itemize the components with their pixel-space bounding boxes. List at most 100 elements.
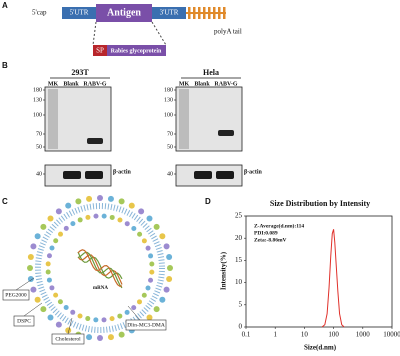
lipid-head [153,223,160,230]
lipid-head [148,277,154,283]
lipid-head [145,245,151,251]
marker-label: 50 [167,144,173,150]
lnp-diagram [27,195,173,341]
lane-label: MK [48,81,59,87]
lipid-head [77,217,83,223]
lane-label: Blank [63,81,79,87]
band [218,130,234,136]
lipid-head [57,299,63,305]
pointer [127,305,141,321]
lipid-head [30,243,37,250]
antigen-box [96,4,152,22]
mrna-strand [77,251,123,289]
band [85,171,103,179]
lipid-head [166,254,173,261]
lipid-head [117,313,123,319]
lipid-head [118,198,125,205]
dash [92,21,97,46]
x-tick-label: 1000 [356,331,371,339]
lipid-head [141,238,147,244]
loading-label: β-actin [244,169,262,175]
x-tick-label: 10000 [383,331,400,339]
lane-label: MK [179,81,190,87]
x-tick-label: 1 [273,331,277,339]
cap-label: 5'cap [32,9,47,17]
polya-stripe [193,7,196,19]
lipid-head [146,314,153,321]
lipid-head [149,269,155,275]
lipid-head [97,335,103,341]
lipid-head [107,195,114,202]
lipid-head [93,213,99,219]
lipid-head [46,277,52,283]
lipid-head [65,202,72,209]
panel-label: B [2,61,8,70]
lipid-head [85,316,91,322]
lipid-head [149,261,155,267]
lipid-head [166,275,173,282]
lipid-head [159,233,166,240]
lipid-head [93,317,99,323]
annotation: PDI:0.089 [254,230,278,236]
lipid-head [159,296,166,303]
lipid-head [40,306,47,313]
marker-lane [48,89,58,149]
lipid-head [109,214,115,220]
lipid-head [153,306,160,313]
lipid-head [45,261,51,267]
lipid-head [131,226,137,232]
mrna-label: mRNA [93,286,108,291]
polya-stripe [203,7,206,19]
lipid-head [107,334,114,341]
lipid-head [45,269,51,275]
utr5-box [62,7,96,19]
lipid-head [53,238,59,244]
polya-stripe [218,7,221,19]
x-tick-label: 100 [328,331,339,339]
polya-stripes [188,7,226,19]
lipid-head [75,198,82,205]
y-tick-label: 0 [239,323,243,331]
lipid-head [146,215,153,222]
sp-label: SP [96,47,104,55]
marker-label: 100 [33,112,42,118]
lipid-head [65,327,72,334]
annotation: Zeta:-8.86mV [254,237,287,243]
plot-frame [245,215,393,328]
lipid-head [30,286,37,293]
blot-title: 293T [71,68,89,77]
chart-title: Size Distribution by Intensity [270,199,370,208]
polya-stripe [188,7,191,19]
lane-label: RABV-G [83,81,107,87]
lipid-head [70,221,76,227]
lipid-head [124,309,130,315]
protein-label: Rabies glycoprotein [111,48,162,54]
chart: 0 5 10 15 20 25 0.1 1 10 100 1000 10000 [235,212,400,339]
lipid-head [55,321,62,328]
band [216,171,234,179]
marker-label: 70 [167,131,173,137]
polya-label: polyA tail [214,28,242,36]
lipid-head [40,223,47,230]
polya-stripe [213,7,216,19]
blots: 293T MK Blank RABV-G 180 130 100 70 50 40 β-actin H… [33,68,262,187]
annotation: Z-Average(d.nm):114 [254,222,304,229]
loading-label: β-actin [113,169,131,175]
component-label: Cholesterol [55,336,81,342]
y-tick-label: 15 [235,256,243,264]
utr3-label: 3'UTR [160,9,179,17]
lipid-head [163,286,170,293]
x-axis-label: Size(d.nm) [304,344,337,352]
lipid-head [124,221,130,227]
band [87,138,103,144]
lipid-head [145,285,151,291]
lipid-head [49,285,55,291]
y-tick-label: 10 [235,278,243,286]
y-tick-label: 25 [235,212,243,220]
lipid-head [47,215,54,222]
y-tick-label: 5 [239,300,243,308]
lipid-head [46,253,52,259]
pointer [23,302,43,317]
band [194,171,212,179]
pointer [15,277,35,291]
